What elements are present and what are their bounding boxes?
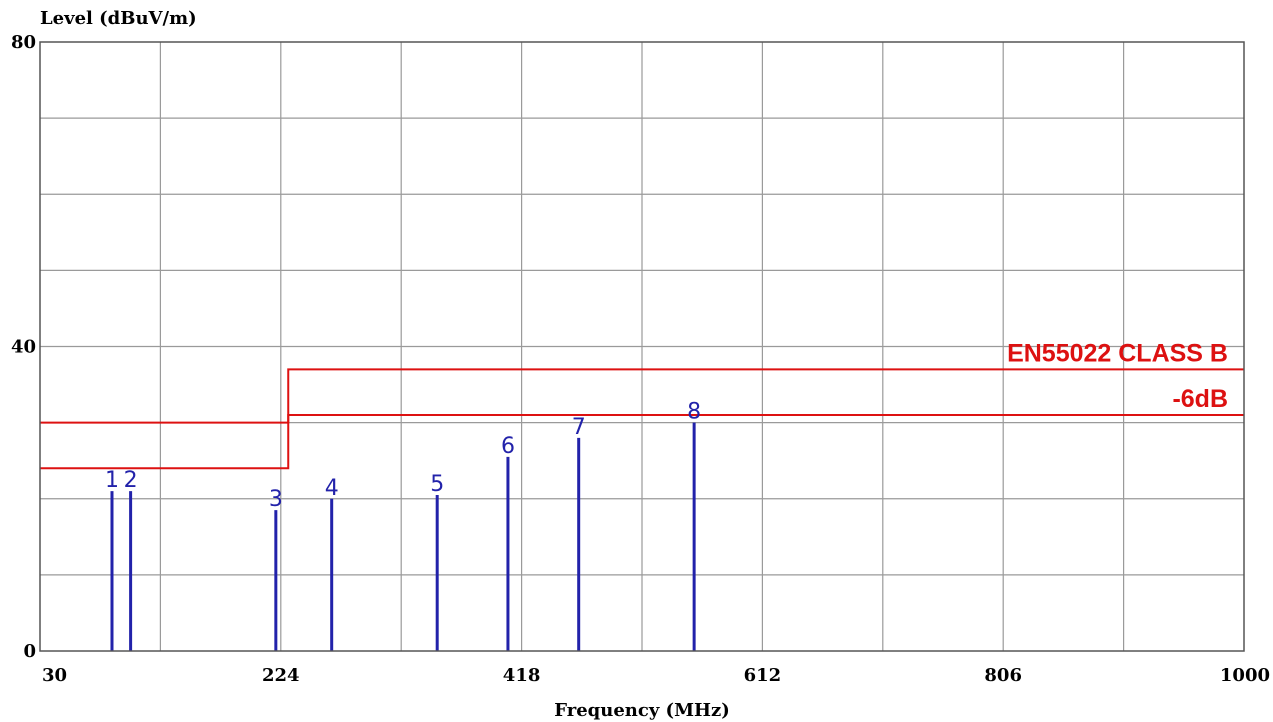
x-tick-label: 612 bbox=[744, 665, 782, 686]
limit-labels: EN55022 CLASS B -6dB bbox=[1007, 339, 1228, 413]
marker-label-7: 7 bbox=[572, 415, 586, 440]
marker-label-3: 3 bbox=[269, 487, 283, 512]
x-tick-label: 806 bbox=[984, 665, 1022, 686]
x-tick-label: 1000 bbox=[1220, 665, 1270, 686]
marker-label-5: 5 bbox=[430, 472, 444, 497]
plot-frame bbox=[39, 41, 1245, 652]
marker-label-4: 4 bbox=[325, 476, 339, 501]
x-tick-label: 418 bbox=[503, 665, 541, 686]
limit-line-1 bbox=[40, 368, 1244, 424]
y-tick-label: 0 bbox=[23, 641, 36, 662]
marker-label-1: 1 bbox=[105, 468, 119, 493]
marker-label-8: 8 bbox=[687, 400, 701, 425]
y-tick-label: 80 bbox=[11, 32, 36, 53]
marker-label-2: 2 bbox=[124, 468, 138, 493]
y-tick-labels: 0 40 80 bbox=[11, 32, 36, 662]
marker-label-6: 6 bbox=[501, 434, 515, 459]
plot-grid bbox=[40, 42, 1244, 651]
x-tick-labels: 30 224 418 612 806 1000 bbox=[42, 665, 1270, 686]
x-axis-label: Frequency (MHz) bbox=[554, 700, 729, 721]
limit-lines bbox=[40, 368, 1244, 470]
limit-line-label-2: -6dB bbox=[1172, 385, 1228, 413]
peak-markers: 1 2 3 4 5 6 7 8 bbox=[105, 400, 701, 651]
x-tick-label: 30 bbox=[42, 665, 67, 686]
limit-line-2 bbox=[40, 414, 1244, 470]
limit-line-label-1: EN55022 CLASS B bbox=[1007, 339, 1228, 367]
x-tick-label: 224 bbox=[262, 665, 300, 686]
y-axis-label: Level (dBuV/m) bbox=[40, 8, 197, 29]
y-tick-label: 40 bbox=[11, 337, 36, 358]
